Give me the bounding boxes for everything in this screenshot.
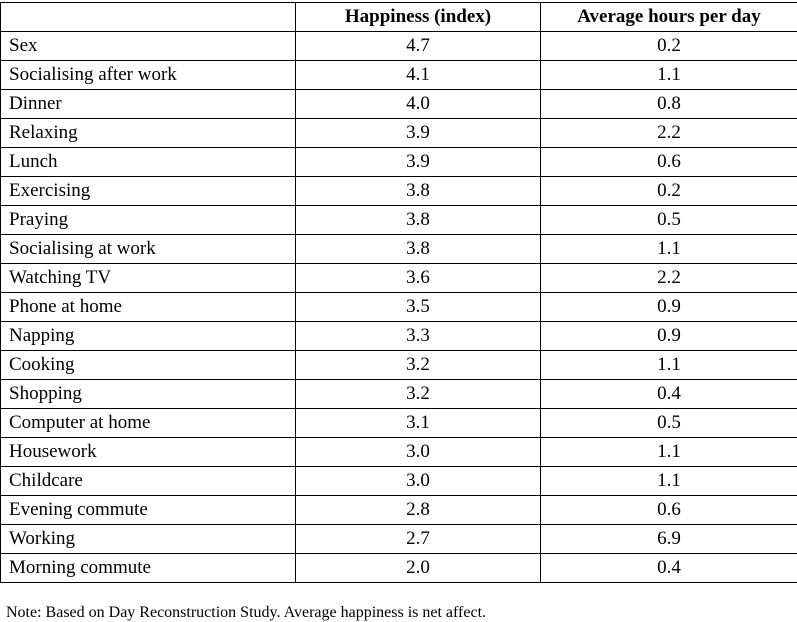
activity-cell: Exercising (1, 177, 296, 206)
hours-cell: 0.5 (541, 409, 797, 438)
hours-cell: 0.9 (541, 293, 797, 322)
hours-cell: 0.8 (541, 90, 797, 119)
hours-cell: 0.9 (541, 322, 797, 351)
happiness-header: Happiness (index) (296, 3, 541, 32)
hours-cell: 1.1 (541, 351, 797, 380)
hours-cell: 1.1 (541, 438, 797, 467)
hours-cell: 0.4 (541, 380, 797, 409)
happiness-cell: 3.0 (296, 467, 541, 496)
activity-cell: Sex (1, 32, 296, 61)
activity-cell: Childcare (1, 467, 296, 496)
hours-cell: 1.1 (541, 467, 797, 496)
activity-cell: Watching TV (1, 264, 296, 293)
activity-cell: Computer at home (1, 409, 296, 438)
activity-cell: Working (1, 525, 296, 554)
activity-cell: Cooking (1, 351, 296, 380)
happiness-cell: 3.6 (296, 264, 541, 293)
happiness-table: Happiness (index) Average hours per day … (0, 2, 797, 583)
activity-cell: Phone at home (1, 293, 296, 322)
happiness-cell: 3.2 (296, 380, 541, 409)
happiness-cell: 3.0 (296, 438, 541, 467)
hours-cell: 0.2 (541, 32, 797, 61)
activity-cell: Dinner (1, 90, 296, 119)
hours-cell: 1.1 (541, 61, 797, 90)
hours-cell: 6.9 (541, 525, 797, 554)
happiness-cell: 2.0 (296, 554, 541, 583)
hours-cell: 0.2 (541, 177, 797, 206)
hours-cell: 0.5 (541, 206, 797, 235)
hours-cell: 1.1 (541, 235, 797, 264)
activity-cell: Socialising at work (1, 235, 296, 264)
happiness-cell: 3.2 (296, 351, 541, 380)
activity-cell: Napping (1, 322, 296, 351)
happiness-cell: 3.8 (296, 177, 541, 206)
happiness-cell: 2.7 (296, 525, 541, 554)
activity-cell: Housework (1, 438, 296, 467)
activity-cell: Lunch (1, 148, 296, 177)
activity-cell: Relaxing (1, 119, 296, 148)
happiness-cell: 3.1 (296, 409, 541, 438)
happiness-cell: 4.1 (296, 61, 541, 90)
hours-header: Average hours per day (541, 3, 797, 32)
activity-cell: Shopping (1, 380, 296, 409)
happiness-cell: 2.8 (296, 496, 541, 525)
hours-cell: 2.2 (541, 264, 797, 293)
activity-cell: Socialising after work (1, 61, 296, 90)
hours-cell: 0.6 (541, 148, 797, 177)
activity-cell: Morning commute (1, 554, 296, 583)
happiness-cell: 3.9 (296, 119, 541, 148)
happiness-cell: 3.8 (296, 235, 541, 264)
happiness-cell: 4.7 (296, 32, 541, 61)
happiness-cell: 4.0 (296, 90, 541, 119)
happiness-cell: 3.9 (296, 148, 541, 177)
happiness-cell: 3.8 (296, 206, 541, 235)
activity-header (1, 3, 296, 32)
activity-cell: Evening commute (1, 496, 296, 525)
header-row: Happiness (index) Average hours per day (1, 3, 797, 32)
table-note: Note: Based on Day Reconstruction Study.… (6, 603, 797, 622)
hours-cell: 2.2 (541, 119, 797, 148)
activity-cell: Praying (1, 206, 296, 235)
hours-cell: 0.4 (541, 554, 797, 583)
hours-cell: 0.6 (541, 496, 797, 525)
happiness-cell: 3.5 (296, 293, 541, 322)
happiness-cell: 3.3 (296, 322, 541, 351)
